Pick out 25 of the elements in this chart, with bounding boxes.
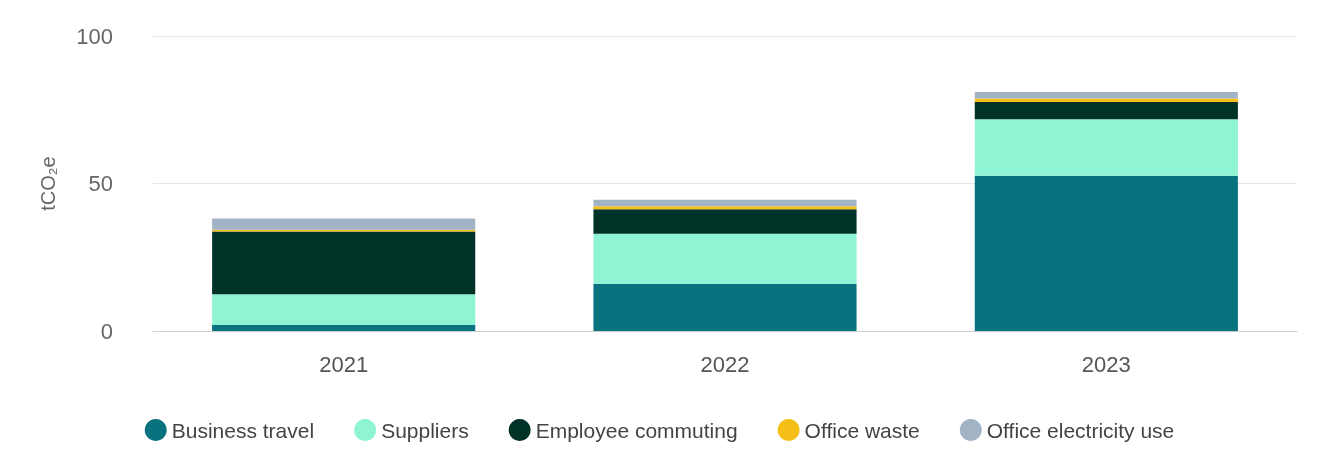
legend-label: Business travel xyxy=(171,418,315,442)
bar xyxy=(212,231,476,295)
bar xyxy=(593,199,857,207)
bar xyxy=(593,209,857,234)
bar xyxy=(593,233,857,284)
bar xyxy=(974,175,1238,331)
bar xyxy=(212,294,476,326)
x-tick-label: 2021 xyxy=(319,351,369,377)
legend-label: Office waste xyxy=(804,418,920,442)
y-axis-title: tCO₂e xyxy=(37,156,59,211)
bar xyxy=(212,325,476,331)
bar xyxy=(974,102,1238,120)
y-tick-label: 100 xyxy=(76,23,113,49)
bar xyxy=(974,119,1238,176)
y-tick-label: 0 xyxy=(100,318,113,344)
legend-label: Suppliers xyxy=(381,418,469,442)
x-tick-label: 2022 xyxy=(700,351,750,377)
legend-label: Employee commuting xyxy=(535,418,738,442)
y-tick-label: 50 xyxy=(88,171,113,196)
bar xyxy=(974,92,1238,99)
bar xyxy=(593,206,857,210)
bar xyxy=(593,283,857,331)
bar xyxy=(212,218,476,230)
x-tick-label: 2023 xyxy=(1081,351,1131,377)
legend-label: Office electricity use xyxy=(986,418,1175,442)
